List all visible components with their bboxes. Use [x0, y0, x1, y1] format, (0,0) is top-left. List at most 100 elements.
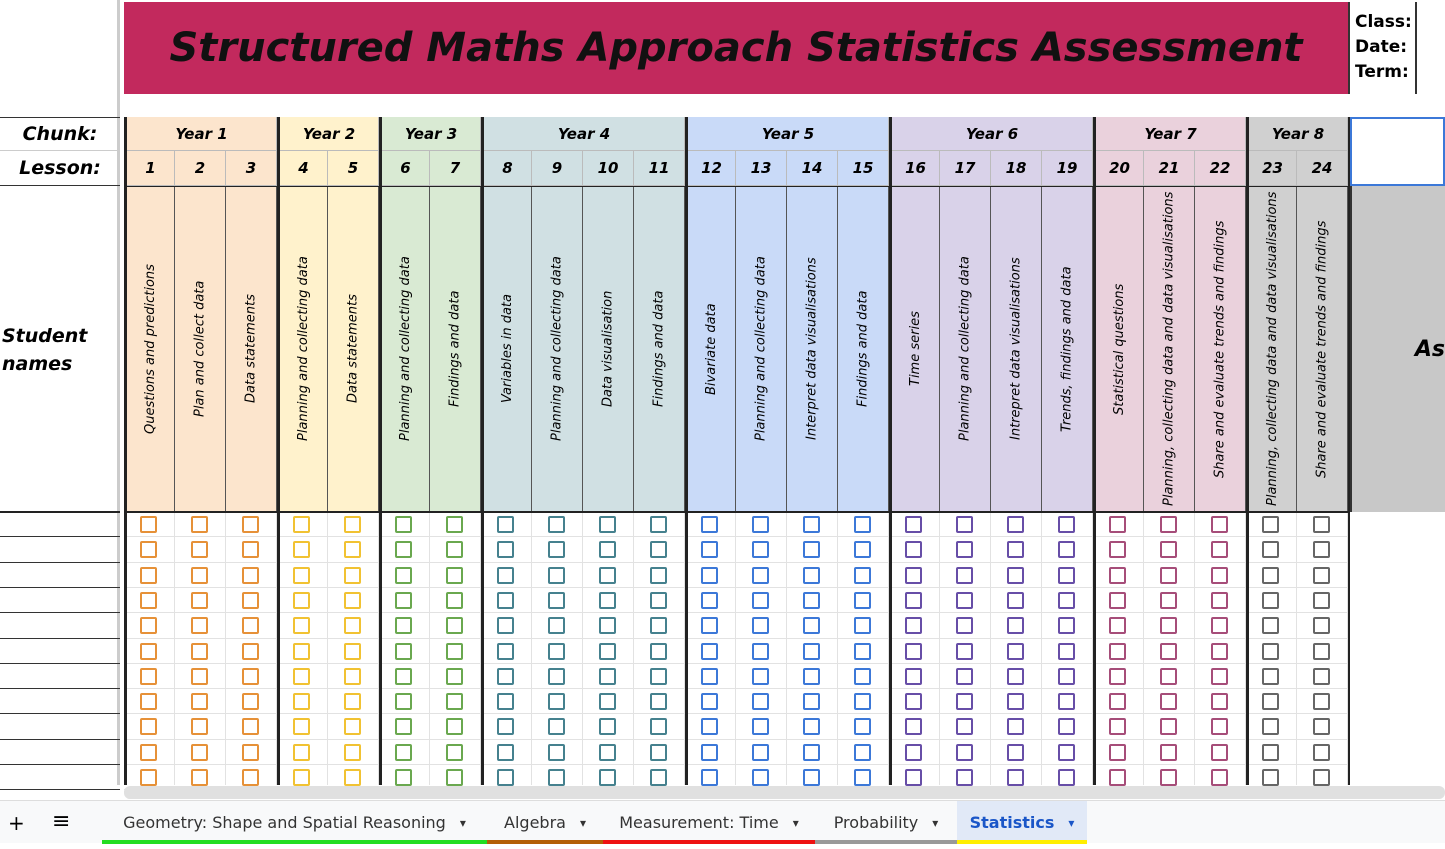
- lesson-checkbox[interactable]: [599, 541, 616, 559]
- lesson-checkbox[interactable]: [1211, 743, 1228, 761]
- sheet-tab-measurement-time[interactable]: Measurement: Time ▾: [603, 801, 815, 844]
- lesson-checkbox[interactable]: [1109, 566, 1126, 584]
- lesson-checkbox[interactable]: [854, 617, 871, 635]
- lesson-checkbox[interactable]: [701, 642, 718, 660]
- sheet-tab-statistics[interactable]: Statistics ▾: [957, 801, 1087, 844]
- lesson-checkbox[interactable]: [854, 541, 871, 559]
- student-name-row[interactable]: [0, 688, 120, 690]
- lesson-checkbox[interactable]: [140, 769, 157, 786]
- lesson-checkbox[interactable]: [854, 743, 871, 761]
- lesson-checkbox[interactable]: [1058, 718, 1075, 736]
- lesson-checkbox[interactable]: [650, 769, 667, 786]
- lesson-checkbox[interactable]: [497, 566, 514, 584]
- lesson-checkbox[interactable]: [803, 541, 820, 559]
- lesson-checkbox[interactable]: [1211, 769, 1228, 786]
- lesson-checkbox[interactable]: [1160, 516, 1177, 533]
- lesson-checkbox[interactable]: [956, 718, 973, 736]
- lesson-checkbox[interactable]: [905, 617, 922, 635]
- horizontal-scrollbar[interactable]: [124, 786, 1445, 799]
- sheet-tab-probability[interactable]: Probability ▾: [815, 801, 957, 844]
- lesson-checkbox[interactable]: [1262, 693, 1279, 711]
- lesson-checkbox[interactable]: [242, 516, 259, 533]
- lesson-checkbox[interactable]: [599, 591, 616, 609]
- lesson-checkbox[interactable]: [1211, 541, 1228, 559]
- lesson-checkbox[interactable]: [1262, 718, 1279, 736]
- lesson-checkbox[interactable]: [140, 566, 157, 584]
- lesson-checkbox[interactable]: [191, 642, 208, 660]
- lesson-checkbox[interactable]: [599, 642, 616, 660]
- lesson-checkbox[interactable]: [1007, 769, 1024, 786]
- lesson-checkbox[interactable]: [1007, 591, 1024, 609]
- lesson-checkbox[interactable]: [191, 718, 208, 736]
- lesson-checkbox[interactable]: [905, 642, 922, 660]
- lesson-checkbox[interactable]: [1313, 769, 1330, 786]
- lesson-checkbox[interactable]: [548, 743, 565, 761]
- lesson-checkbox[interactable]: [1160, 693, 1177, 711]
- lesson-checkbox[interactable]: [752, 541, 769, 559]
- lesson-checkbox[interactable]: [497, 541, 514, 559]
- lesson-checkbox[interactable]: [548, 693, 565, 711]
- lesson-checkbox[interactable]: [752, 718, 769, 736]
- lesson-checkbox[interactable]: [548, 516, 565, 533]
- lesson-checkbox[interactable]: [854, 769, 871, 786]
- lesson-checkbox[interactable]: [701, 617, 718, 635]
- lesson-checkbox[interactable]: [803, 516, 820, 533]
- dropdown-arrow-icon[interactable]: ▾: [579, 815, 586, 830]
- lesson-checkbox[interactable]: [752, 667, 769, 685]
- lesson-checkbox[interactable]: [956, 642, 973, 660]
- lesson-checkbox[interactable]: [344, 541, 361, 559]
- lesson-checkbox[interactable]: [548, 769, 565, 786]
- lesson-checkbox[interactable]: [293, 566, 310, 584]
- lesson-checkbox[interactable]: [854, 516, 871, 533]
- lesson-checkbox[interactable]: [548, 718, 565, 736]
- student-name-row[interactable]: [0, 637, 120, 639]
- lesson-checkbox[interactable]: [650, 693, 667, 711]
- lesson-checkbox[interactable]: [599, 769, 616, 786]
- lesson-checkbox[interactable]: [191, 591, 208, 609]
- lesson-checkbox[interactable]: [446, 769, 463, 786]
- lesson-checkbox[interactable]: [1007, 743, 1024, 761]
- lesson-checkbox[interactable]: [701, 566, 718, 584]
- lesson-checkbox[interactable]: [1262, 566, 1279, 584]
- lesson-checkbox[interactable]: [446, 516, 463, 533]
- lesson-checkbox[interactable]: [293, 516, 310, 533]
- lesson-checkbox[interactable]: [599, 667, 616, 685]
- lesson-checkbox[interactable]: [803, 769, 820, 786]
- lesson-checkbox[interactable]: [803, 642, 820, 660]
- lesson-checkbox[interactable]: [395, 566, 412, 584]
- lesson-checkbox[interactable]: [1262, 516, 1279, 533]
- lesson-checkbox[interactable]: [1262, 541, 1279, 559]
- dropdown-arrow-icon[interactable]: ▾: [1068, 815, 1075, 830]
- lesson-checkbox[interactable]: [293, 541, 310, 559]
- lesson-checkbox[interactable]: [1211, 667, 1228, 685]
- lesson-checkbox[interactable]: [1262, 667, 1279, 685]
- lesson-checkbox[interactable]: [701, 743, 718, 761]
- lesson-checkbox[interactable]: [293, 718, 310, 736]
- lesson-checkbox[interactable]: [752, 566, 769, 584]
- lesson-checkbox[interactable]: [1262, 642, 1279, 660]
- lesson-checkbox[interactable]: [140, 516, 157, 533]
- lesson-checkbox[interactable]: [140, 642, 157, 660]
- lesson-checkbox[interactable]: [191, 541, 208, 559]
- lesson-checkbox[interactable]: [905, 566, 922, 584]
- student-name-row[interactable]: [0, 764, 120, 765]
- lesson-checkbox[interactable]: [293, 743, 310, 761]
- lesson-checkbox[interactable]: [599, 718, 616, 736]
- lesson-checkbox[interactable]: [701, 516, 718, 533]
- lesson-checkbox[interactable]: [446, 693, 463, 711]
- lesson-checkbox[interactable]: [701, 541, 718, 559]
- lesson-checkbox[interactable]: [395, 667, 412, 685]
- lesson-checkbox[interactable]: [1007, 566, 1024, 584]
- lesson-checkbox[interactable]: [1211, 516, 1228, 533]
- lesson-checkbox[interactable]: [1007, 693, 1024, 711]
- lesson-checkbox[interactable]: [650, 718, 667, 736]
- lesson-checkbox[interactable]: [1109, 667, 1126, 685]
- lesson-checkbox[interactable]: [905, 516, 922, 533]
- lesson-checkbox[interactable]: [599, 566, 616, 584]
- lesson-checkbox[interactable]: [1160, 769, 1177, 786]
- lesson-checkbox[interactable]: [548, 541, 565, 559]
- lesson-checkbox[interactable]: [140, 667, 157, 685]
- lesson-checkbox[interactable]: [1211, 566, 1228, 584]
- lesson-checkbox[interactable]: [242, 718, 259, 736]
- lesson-checkbox[interactable]: [344, 693, 361, 711]
